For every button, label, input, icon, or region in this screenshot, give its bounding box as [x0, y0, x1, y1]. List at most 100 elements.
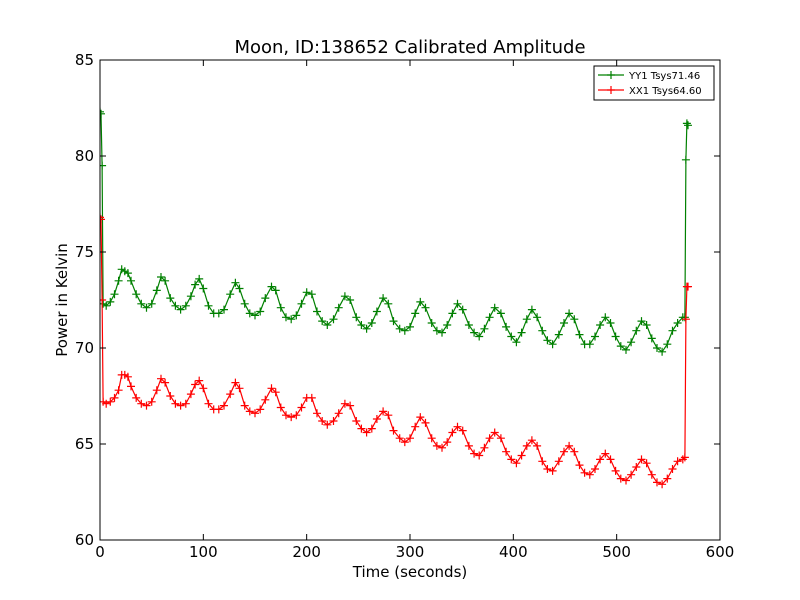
data-point — [389, 317, 398, 326]
data-point — [682, 119, 691, 128]
series-2 — [100, 213, 692, 489]
data-point — [458, 426, 467, 435]
data-point — [110, 290, 119, 299]
data-point — [181, 301, 190, 310]
data-point — [191, 380, 200, 389]
data-point — [157, 374, 165, 383]
data-point — [384, 411, 393, 420]
data-point — [186, 292, 195, 301]
data-point — [231, 378, 240, 387]
legend-marker — [607, 86, 615, 94]
y-tick-label: 80 — [75, 147, 94, 165]
data-point — [287, 315, 296, 324]
data-point — [137, 399, 146, 408]
data-point — [334, 409, 343, 418]
data-point — [580, 468, 589, 477]
data-point — [642, 321, 651, 329]
data-point — [432, 441, 441, 450]
data-point — [245, 309, 254, 318]
data-point — [186, 390, 195, 399]
data-point — [367, 424, 376, 433]
data-point — [421, 303, 430, 312]
data-point — [533, 313, 542, 322]
data-point — [191, 280, 200, 289]
data-point — [684, 282, 692, 291]
data-point — [199, 384, 208, 393]
data-point — [100, 213, 104, 222]
data-point — [427, 434, 436, 443]
data-point — [204, 301, 213, 310]
data-point — [132, 393, 141, 402]
data-point — [372, 415, 381, 423]
data-point — [276, 403, 285, 412]
data-point — [548, 466, 557, 475]
data-point — [352, 313, 361, 322]
data-point — [647, 470, 656, 479]
series-line-1 — [100, 111, 689, 353]
data-point — [152, 286, 161, 295]
data-point — [100, 109, 105, 118]
data-point — [214, 405, 223, 414]
data-point — [340, 399, 349, 408]
y-tick-label: 65 — [75, 435, 94, 453]
data-point — [591, 332, 599, 341]
data-point — [606, 319, 615, 327]
data-point — [490, 303, 499, 312]
data-point — [302, 288, 311, 297]
data-point — [596, 455, 605, 464]
data-point — [329, 315, 338, 324]
data-point — [406, 434, 414, 443]
data-point — [171, 399, 180, 408]
data-point — [226, 390, 235, 399]
data-point — [611, 466, 620, 475]
data-point — [517, 328, 526, 337]
data-point — [267, 282, 276, 291]
data-point — [318, 317, 327, 326]
data-point — [147, 397, 156, 406]
data-point — [127, 276, 135, 285]
data-point — [453, 422, 462, 431]
y-tick-label: 75 — [75, 243, 94, 261]
x-tick-label: 200 — [292, 543, 321, 561]
data-point — [642, 459, 651, 468]
data-point — [346, 296, 355, 304]
series-1 — [100, 107, 692, 356]
data-point — [123, 372, 132, 381]
data-point — [480, 324, 489, 333]
legend-marker — [607, 71, 615, 79]
data-point — [142, 401, 151, 410]
data-point — [507, 455, 516, 464]
data-point — [502, 322, 511, 331]
data-point — [585, 470, 594, 479]
data-point — [199, 284, 208, 293]
data-point — [282, 411, 290, 420]
data-point — [443, 321, 452, 329]
legend-label: YY1 Tsys71.46 — [628, 71, 700, 82]
data-point — [123, 269, 132, 278]
data-point — [560, 319, 568, 327]
data-point — [256, 307, 265, 316]
data-point — [416, 413, 425, 422]
data-point — [475, 332, 484, 341]
data-point — [166, 294, 175, 303]
data-point — [517, 451, 526, 460]
plot-area — [100, 107, 692, 489]
data-point — [448, 309, 457, 318]
data-point — [548, 340, 557, 349]
data-point — [668, 465, 677, 473]
data-point — [668, 326, 677, 335]
data-point — [538, 326, 547, 335]
data-point — [204, 399, 213, 408]
data-point — [318, 417, 327, 425]
data-point — [411, 422, 420, 431]
data-point — [323, 321, 332, 329]
y-tick-label: 85 — [75, 51, 94, 69]
data-point — [485, 313, 494, 322]
data-point — [611, 332, 620, 341]
data-point — [367, 319, 376, 327]
data-point — [235, 284, 244, 293]
data-point — [166, 392, 175, 400]
data-point — [106, 397, 115, 406]
data-point — [616, 474, 625, 483]
data-point — [357, 321, 366, 329]
